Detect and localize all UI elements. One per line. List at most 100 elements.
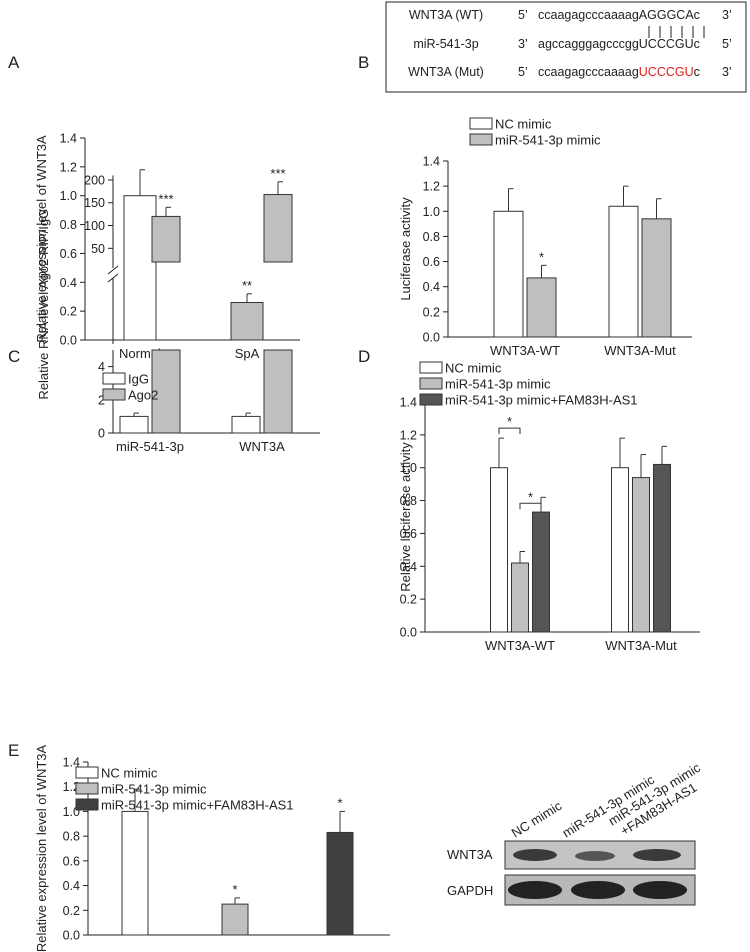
y-tick-label: 1.0 bbox=[423, 205, 440, 219]
y-tick-label: 0.6 bbox=[63, 854, 80, 868]
x-tick-label: WNT3A-WT bbox=[485, 638, 555, 653]
y-tick-label: 0.8 bbox=[423, 230, 440, 244]
seq-part: c bbox=[694, 65, 700, 79]
y-tick-label: 1.4 bbox=[63, 756, 80, 770]
y-axis-label: Relative expression level of WNT3A bbox=[34, 744, 49, 952]
y-axis-label: Luciferase activity bbox=[398, 197, 413, 301]
band bbox=[633, 849, 681, 861]
y-tick-label: 0.2 bbox=[63, 904, 80, 918]
row-label: WNT3A bbox=[447, 847, 493, 862]
sequence-frame bbox=[385, 1, 747, 93]
significance-label: *** bbox=[158, 191, 173, 206]
western-blot: NC mimic miR-541-3p mimic miR-541-3p mim… bbox=[447, 760, 703, 906]
legend-swatch bbox=[75, 782, 99, 795]
y-tick-label: 1.4 bbox=[60, 132, 77, 146]
y-tick-label: 0.8 bbox=[400, 494, 417, 508]
y-tick-label: 1.2 bbox=[423, 180, 440, 194]
legend-swatch bbox=[419, 377, 443, 390]
seq-part: ccaagagcccaaaag bbox=[538, 65, 639, 79]
bar bbox=[493, 210, 524, 338]
panel-label: B bbox=[358, 53, 369, 72]
y-tick-label: 0.0 bbox=[423, 331, 440, 345]
significance-label: ** bbox=[242, 278, 252, 293]
seq-part: agccagggagcccgg bbox=[538, 37, 639, 51]
legend-swatch bbox=[419, 393, 443, 406]
sequence-name: miR-541-3p bbox=[413, 37, 478, 51]
legend-swatch bbox=[102, 372, 126, 385]
y-tick-label: 0.6 bbox=[423, 255, 440, 269]
chart: D Relative luciferase activity 0.0 0.2 0.4 0.… bbox=[358, 347, 700, 653]
seq-part: c bbox=[694, 37, 700, 51]
y-tick-label: 0.6 bbox=[60, 247, 77, 261]
legend-label: IgG bbox=[128, 372, 149, 387]
bar bbox=[632, 477, 650, 633]
sequence-end: 3’ bbox=[722, 65, 732, 79]
band bbox=[508, 881, 562, 899]
legend-label: miR-541-3p mimic bbox=[101, 782, 207, 797]
y-tick-label: 0 bbox=[98, 427, 105, 441]
significance-label: * bbox=[337, 795, 342, 810]
legend-swatch bbox=[102, 388, 126, 401]
bar bbox=[151, 349, 181, 434]
bar bbox=[121, 810, 149, 936]
bar bbox=[221, 903, 249, 936]
legend-label: NC mimic bbox=[101, 766, 158, 781]
y-tick-label: 1.4 bbox=[423, 155, 440, 169]
sequence-end: 3’ bbox=[518, 37, 528, 51]
y-tick-label: 0.4 bbox=[400, 560, 417, 574]
chart: E Relative expression level of WNT3A 0.0 0.… bbox=[8, 741, 390, 952]
significance-label: *** bbox=[270, 166, 285, 181]
y-tick-label: 100 bbox=[84, 219, 105, 233]
bar bbox=[532, 511, 550, 633]
lane-label: NC mimic bbox=[509, 798, 565, 841]
seq-site: AGGGCA bbox=[639, 8, 695, 22]
y-tick-label: 0.8 bbox=[60, 218, 77, 232]
panel-label: D bbox=[358, 347, 370, 366]
bar bbox=[526, 277, 557, 338]
y-tick-label: 1.0 bbox=[60, 189, 77, 203]
legend-label: miR-541-3p mimic+FAM83H-AS1 bbox=[445, 393, 638, 408]
bar bbox=[151, 215, 181, 263]
bar bbox=[611, 467, 629, 633]
bar bbox=[608, 205, 639, 338]
y-tick-label: 150 bbox=[84, 196, 105, 210]
x-tick-label: Normal bbox=[119, 346, 161, 361]
legend-label: NC mimic bbox=[495, 117, 552, 132]
y-axis-label: Relative luciferase activity bbox=[398, 442, 413, 592]
y-tick-label: 0.0 bbox=[63, 929, 80, 943]
x-tick-label: WNT3A-WT bbox=[490, 343, 560, 358]
legend-label: miR-541-3p mimic bbox=[495, 133, 601, 148]
x-tick-label: miR-541-3p bbox=[116, 439, 184, 454]
y-tick-label: 0.4 bbox=[423, 280, 440, 294]
x-tick-label: WNT3A-Mut bbox=[605, 638, 677, 653]
y-tick-label: 1.2 bbox=[400, 428, 417, 442]
bar bbox=[326, 831, 354, 936]
chart: A Relative expression level of WNT3A 0.0 0.… bbox=[8, 53, 300, 361]
y-tick-label: 200 bbox=[84, 173, 105, 187]
bar bbox=[119, 415, 149, 434]
bar bbox=[641, 218, 672, 338]
row-label: GAPDH bbox=[447, 883, 493, 898]
y-tick-label: 4 bbox=[98, 360, 105, 374]
legend-label: miR-541-3p mimic bbox=[445, 377, 551, 392]
sequence-end: 5’ bbox=[722, 37, 732, 51]
y-tick-label: 1.2 bbox=[60, 160, 77, 174]
bar bbox=[123, 195, 157, 341]
legend-swatch bbox=[75, 798, 99, 811]
y-tick-label: 0.4 bbox=[63, 879, 80, 893]
legend-swatch bbox=[75, 766, 99, 779]
y-tick-label: 0.0 bbox=[400, 626, 417, 640]
x-tick-label: WNT3A-Mut bbox=[604, 343, 676, 358]
sequence: ccaagagcccaaaagAGGGCAc bbox=[538, 8, 700, 22]
legend-label: miR-541-3p mimic+FAM83H-AS1 bbox=[101, 798, 294, 813]
band bbox=[633, 881, 687, 899]
sequence-box: WNT3A (WT) 5’ ccaagagcccaaaagAGGGCAc 3’ … bbox=[385, 1, 747, 93]
bar bbox=[231, 415, 261, 434]
y-tick-label: 0.8 bbox=[63, 830, 80, 844]
seq-site: UCCCGU bbox=[639, 37, 694, 51]
bracket-label: * bbox=[528, 489, 533, 504]
sequence-end: 3’ bbox=[722, 8, 732, 22]
band bbox=[513, 849, 557, 861]
sequence-name: WNT3A (WT) bbox=[409, 8, 483, 22]
y-tick-label: 0.6 bbox=[400, 527, 417, 541]
